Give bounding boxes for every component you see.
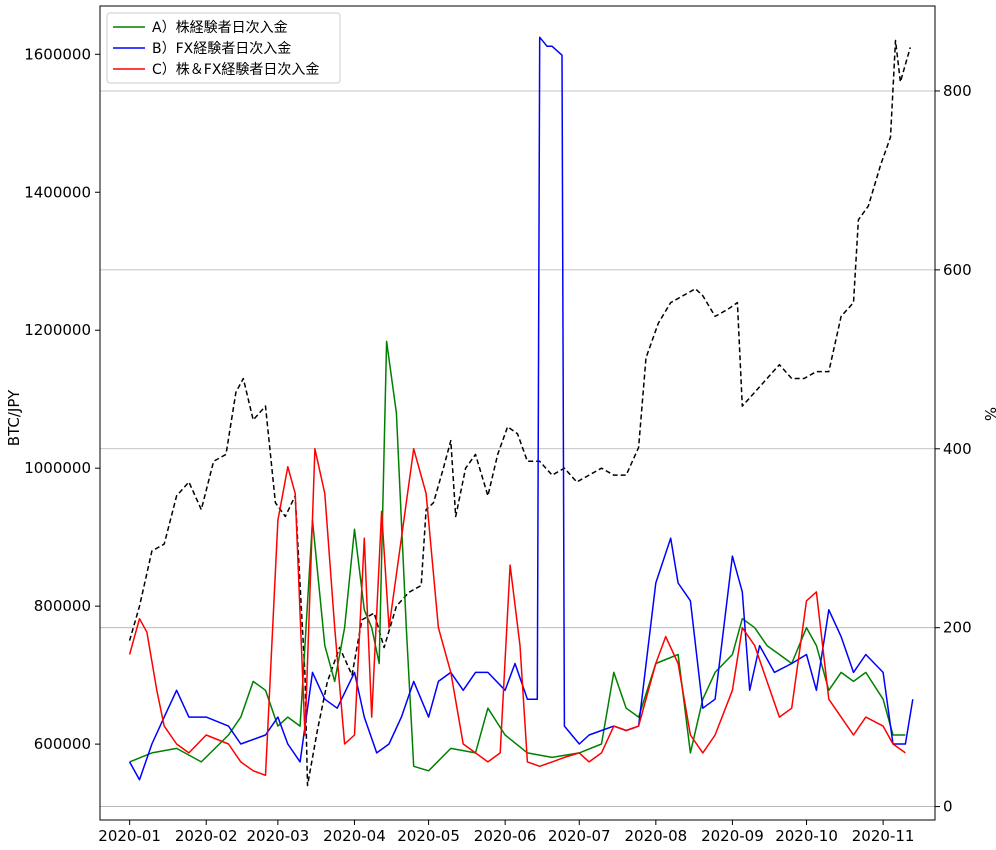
series-line-2 (128, 36, 914, 781)
legend-label-b: B）FX経験者日次入金 (152, 41, 291, 57)
left-tick-label-1: 800000 (34, 597, 91, 615)
right-tick-label-1: 200 (943, 619, 972, 637)
left-tick-label-5: 1600000 (24, 45, 91, 63)
x-tick-label-2: 2020-03 (247, 827, 310, 845)
right-axis-label: % (981, 407, 996, 421)
series-lines (128, 36, 914, 787)
right-tick-label-3: 600 (943, 261, 972, 279)
x-tick-label-10: 2020-11 (852, 827, 915, 845)
legend: A）株経験者日次入金 B）FX経験者日次入金 C）株＆FX経験者日次入金 (106, 12, 341, 84)
left-tick-label-3: 1200000 (24, 321, 91, 339)
right-axis-gridlines (100, 90, 935, 807)
right-tick-label-4: 800 (943, 82, 972, 100)
x-tick-label-1: 2020-02 (175, 827, 238, 845)
x-tick-label-7: 2020-08 (624, 827, 687, 845)
legend-box (106, 12, 341, 84)
legend-label-c: C）株＆FX経験者日次入金 (152, 62, 319, 78)
legend-label-a: A）株経験者日次入金 (152, 20, 288, 36)
series-line-3 (128, 448, 906, 777)
series-line-1 (129, 340, 906, 772)
x-tick-label-8: 2020-09 (701, 827, 764, 845)
x-tick-label-9: 2020-10 (775, 827, 838, 845)
x-tick-label-3: 2020-04 (323, 827, 386, 845)
left-axis-label: BTC/JPY (5, 389, 23, 446)
plot-frame (99, 5, 936, 821)
left-tick-label-0: 600000 (34, 735, 91, 753)
left-axis: 600000 800000 1000000 1200000 1400000 1600000 (24, 45, 100, 753)
right-tick-label-2: 400 (943, 440, 972, 458)
left-tick-label-4: 1400000 (24, 183, 91, 201)
left-tick-label-2: 1000000 (24, 459, 91, 477)
x-tick-label-0: 2020-01 (98, 827, 161, 845)
right-tick-label-0: 0 (943, 798, 953, 816)
x-tick-label-5: 2020-06 (474, 827, 537, 845)
series-line-0 (128, 39, 912, 787)
right-axis: 0 200 400 600 800 (935, 82, 972, 816)
x-tick-label-6: 2020-07 (548, 827, 611, 845)
x-axis: 2020-01 2020-02 2020-03 2020-04 2020-05 2020-… (98, 820, 914, 845)
x-tick-label-4: 2020-05 (397, 827, 460, 845)
